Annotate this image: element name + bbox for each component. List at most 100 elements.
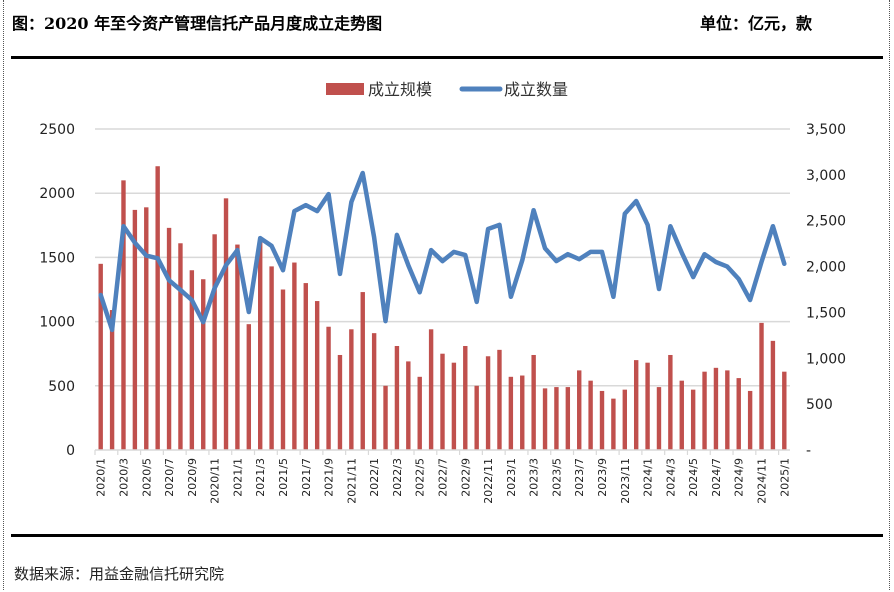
x-tick-label: 2025/1 (778, 458, 791, 497)
y-right-tick-label: 500 (806, 397, 833, 413)
source-note: 数据来源：用益金融信托研究院 (14, 565, 225, 583)
x-tick-label: 2023/1 (505, 458, 518, 497)
x-tick-label: 2023/7 (573, 458, 586, 497)
x-tick-label: 2021/9 (323, 458, 336, 497)
bar (702, 371, 707, 450)
bar (497, 349, 502, 450)
bar (485, 356, 491, 450)
bar (713, 367, 719, 450)
x-tick-label: 2024/5 (687, 458, 700, 497)
y-left-tick-label: 2500 (39, 122, 75, 138)
bar (782, 371, 787, 450)
y-right-tick-label: - (806, 443, 811, 459)
x-tick-label: 2022/1 (368, 458, 381, 497)
bar (144, 207, 149, 450)
bar (246, 324, 252, 450)
bar (633, 360, 639, 450)
x-tick-label: 2022/9 (459, 458, 472, 497)
bar (520, 375, 525, 450)
bar (588, 380, 593, 450)
bar (98, 263, 103, 450)
x-tick-label: 2024/1 (642, 458, 655, 497)
y-right-tick-label: 2,500 (806, 214, 846, 230)
x-tick-label: 2023/9 (596, 458, 609, 497)
x-tick-label: 2021/3 (254, 458, 267, 497)
bar (417, 376, 422, 450)
bar (577, 370, 582, 450)
bar (280, 289, 286, 450)
bar (565, 387, 571, 450)
x-tick-label: 2022/5 (414, 458, 427, 497)
bar (155, 166, 160, 450)
unit-label: 单位：亿元，款 (700, 14, 813, 33)
chart-frame (3, 0, 890, 590)
bar (759, 322, 764, 450)
bar (770, 340, 776, 450)
chart-title: 图：2020 年至今资产管理信托产品月度成立走势图 (12, 14, 383, 33)
bar (223, 198, 229, 450)
x-tick-label: 2020/9 (186, 458, 199, 497)
bar (132, 209, 138, 450)
bar (166, 227, 172, 450)
y-left-tick-label: 2000 (39, 186, 75, 202)
bar (736, 378, 741, 450)
line-series (98, 170, 787, 333)
bottom-rule (11, 534, 883, 537)
x-tick-label: 2024/9 (733, 458, 746, 497)
bar (451, 362, 457, 450)
x-tick-label: 2024/7 (710, 458, 723, 497)
x-tick-label: 2024/3 (664, 458, 677, 497)
x-tick-label: 2020/7 (163, 458, 176, 497)
bar (622, 389, 627, 450)
legend: 成立规模 成立数量 (326, 80, 568, 99)
gridlines (95, 128, 790, 387)
x-tick-label: 2020/1 (95, 458, 108, 497)
axes: 0 500 1000 1500 2000 2500 - 500 1,000 1,500 2,000 2… (39, 122, 846, 504)
y-left-tick-label: 0 (66, 443, 75, 459)
bar (690, 389, 696, 450)
legend-line-label: 成立数量 (504, 80, 568, 99)
bar (531, 354, 536, 450)
bar (258, 238, 263, 450)
bar (337, 354, 343, 450)
y-left-tick-label: 1000 (39, 315, 75, 331)
bar (725, 370, 730, 450)
x-tick-label: 2022/11 (482, 458, 495, 504)
bar (474, 385, 479, 450)
x-tick-label: 2022/3 (391, 458, 404, 497)
bar (554, 387, 559, 450)
top-rule (11, 56, 883, 59)
bar (349, 329, 354, 450)
bar (428, 329, 434, 450)
y-right-tick-label: 1,000 (806, 351, 846, 367)
y-right-tick-label: 2,000 (806, 260, 846, 276)
x-tick-label: 2024/11 (756, 458, 769, 504)
bar (292, 262, 297, 450)
bar (371, 333, 377, 450)
bar (679, 380, 684, 450)
bar (212, 234, 217, 450)
bar (747, 390, 753, 450)
x-tick-label: 2021/7 (300, 458, 313, 497)
y-left-tick-label: 1500 (39, 250, 75, 266)
x-tick-label: 2020/5 (140, 458, 153, 497)
y-right-tick-label: 3,000 (806, 168, 846, 184)
bar (611, 398, 616, 450)
bar (360, 292, 365, 450)
legend-bar-label: 成立规模 (368, 80, 432, 99)
bar (406, 361, 411, 450)
x-tick-label: 2023/3 (528, 458, 541, 497)
bar (303, 283, 308, 450)
x-tick-label: 2023/5 (550, 458, 563, 497)
y-right-tick-label: 1,500 (806, 305, 846, 321)
bar (440, 353, 445, 450)
bar (542, 388, 548, 450)
bar (235, 244, 240, 450)
x-tick-label: 2020/11 (209, 458, 222, 504)
bar (314, 301, 320, 450)
bar (326, 326, 331, 450)
x-tick-label: 2021/5 (277, 458, 290, 497)
y-right-tick-label: 3,500 (806, 122, 846, 138)
bar (508, 376, 514, 450)
